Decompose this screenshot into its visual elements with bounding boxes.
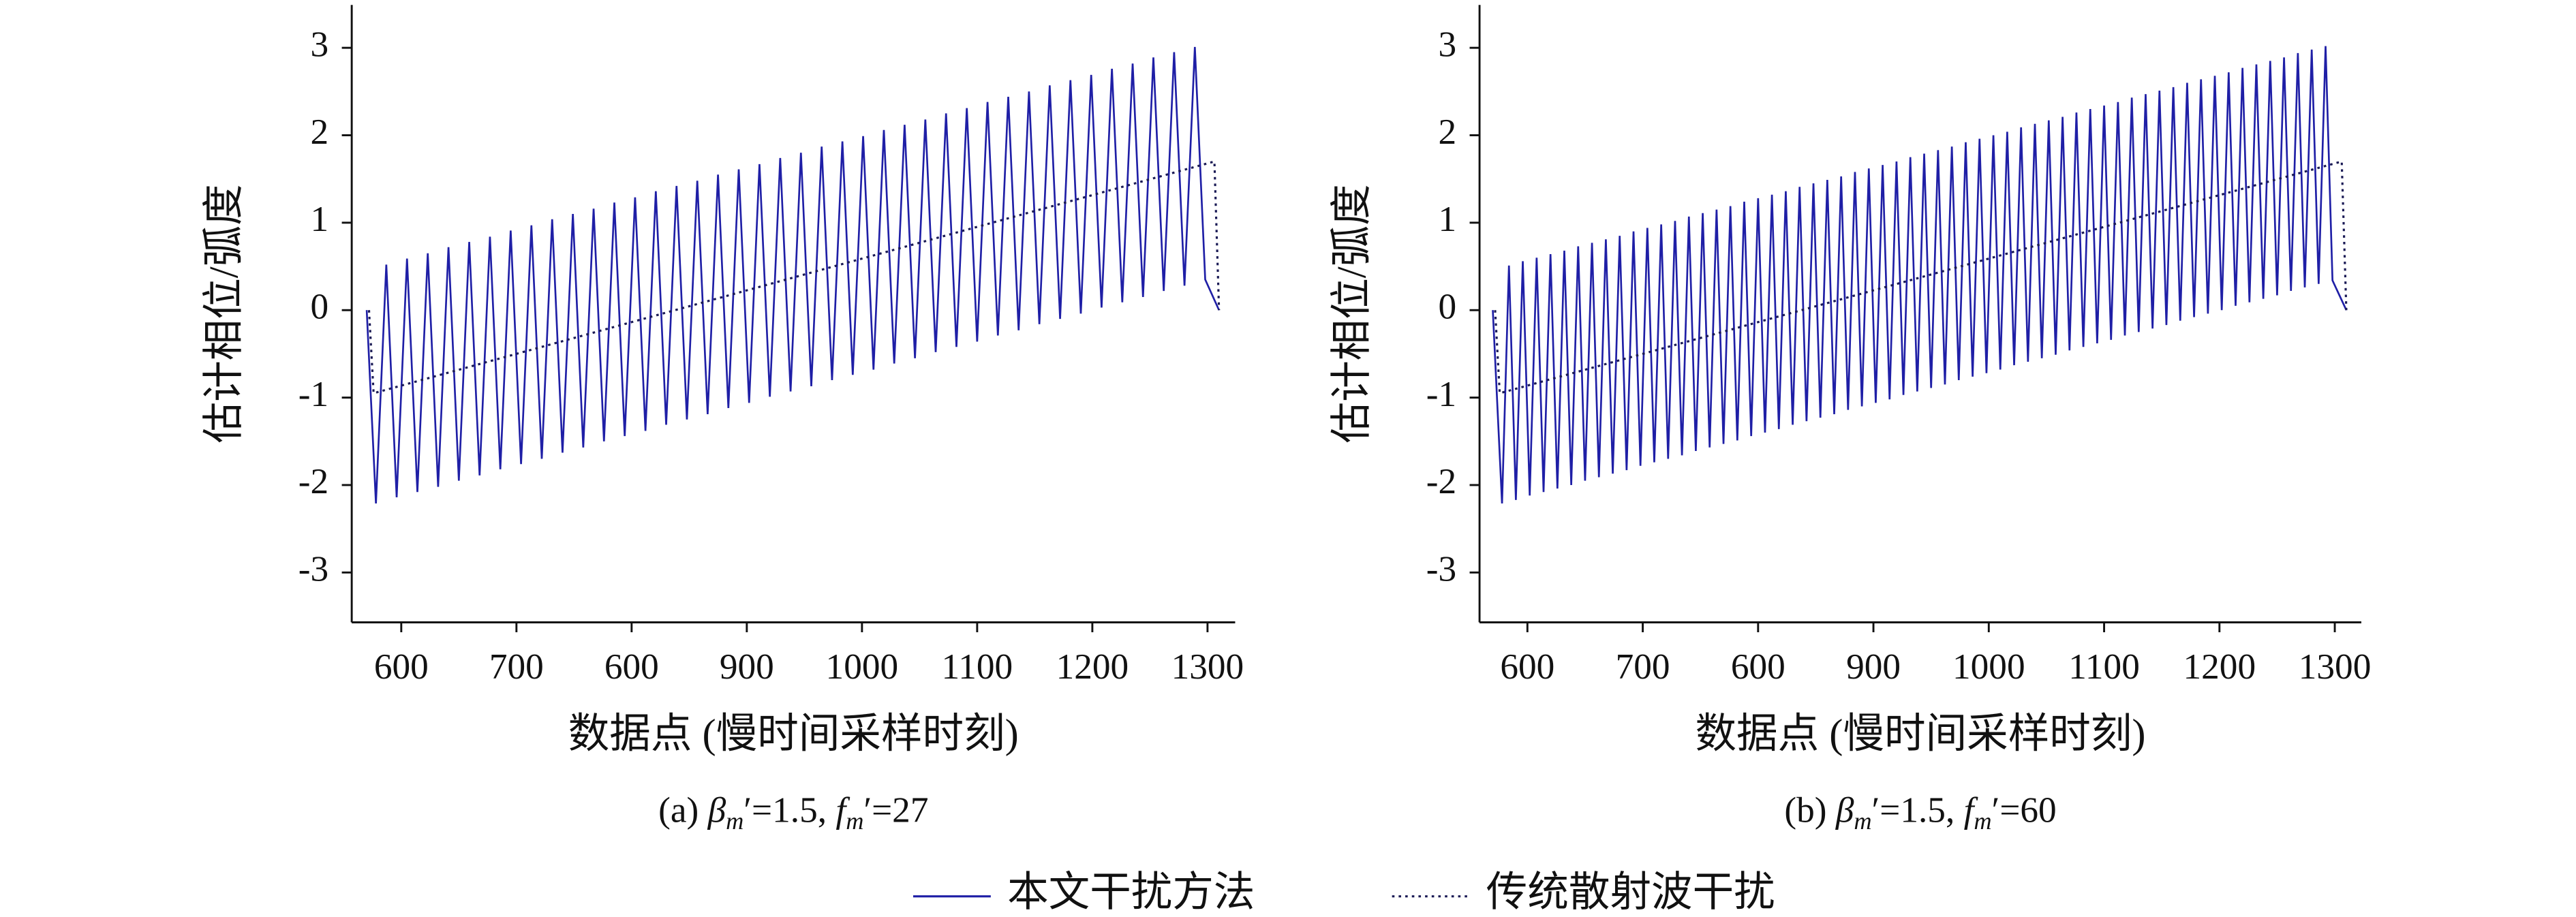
data-line — [365, 46, 1221, 503]
y-tick-label: 2 — [311, 112, 329, 152]
x-axis-label: 数据点 (慢时间采样时刻) — [568, 711, 1019, 757]
caption-part: ′=60 — [1992, 790, 2057, 830]
y-tick-label: 1 — [311, 199, 329, 239]
x-tick-label: 900 — [720, 647, 774, 687]
y-tick-label: 0 — [1438, 286, 1456, 326]
y-tick-label: 2 — [1438, 112, 1456, 152]
x-tick-label: 600 — [1731, 647, 1785, 687]
caption-part: ′=1.5, — [743, 790, 835, 830]
y-tick-label: -1 — [298, 374, 328, 414]
legend-label: 本文干扰方法 — [1007, 870, 1255, 916]
x-tick-label: 700 — [489, 647, 544, 687]
x-tick-label: 1100 — [2068, 647, 2140, 687]
y-tick-label: 3 — [311, 24, 329, 64]
data-line — [1494, 159, 2348, 395]
y-tick-label: 0 — [311, 286, 329, 326]
y-tick-label: -3 — [1426, 549, 1456, 589]
x-tick-label: 1000 — [826, 647, 899, 687]
data-line — [1492, 46, 2348, 503]
caption-part: m — [846, 807, 863, 835]
caption-part: (b) — [1784, 790, 1835, 830]
caption: (a) βm′=1.5, fm′=27 — [658, 790, 928, 835]
caption-part: ′=1.5, — [1872, 790, 1964, 830]
caption-part: β — [1835, 790, 1854, 830]
y-axis-label: 估计相位/弧度 — [201, 184, 247, 443]
y-axis-label: 估计相位/弧度 — [1329, 184, 1375, 443]
x-axis-label: 数据点 (慢时间采样时刻) — [1695, 711, 2145, 757]
caption-part: m — [726, 807, 743, 835]
y-tick-label: 1 — [1438, 199, 1456, 239]
y-tick-label: -2 — [298, 461, 328, 501]
x-tick-label: 700 — [1616, 647, 1670, 687]
caption-part: β — [707, 790, 726, 830]
legend-label: 传统散射波干扰 — [1486, 870, 1775, 916]
x-tick-label: 1200 — [1056, 647, 1129, 687]
x-tick-label: 1300 — [2299, 647, 2372, 687]
x-tick-label: 1100 — [942, 647, 1013, 687]
x-tick-label: 1000 — [1952, 647, 2025, 687]
caption-part: (a) — [658, 790, 707, 830]
x-tick-label: 600 — [1500, 647, 1554, 687]
y-tick-label: 3 — [1438, 24, 1456, 64]
caption-part: m — [1974, 807, 1991, 835]
x-tick-label: 600 — [374, 647, 429, 687]
caption-part: ′=27 — [863, 790, 928, 830]
data-line — [367, 159, 1221, 395]
x-tick-label: 900 — [1846, 647, 1901, 687]
x-tick-label: 1300 — [1171, 647, 1244, 687]
y-tick-label: -2 — [1426, 461, 1456, 501]
y-tick-label: -1 — [1426, 374, 1456, 414]
y-tick-label: -3 — [298, 549, 328, 589]
caption-part: m — [1854, 807, 1871, 835]
x-tick-label: 600 — [604, 647, 659, 687]
caption: (b) βm′=1.5, fm′=60 — [1784, 790, 2056, 835]
x-tick-label: 1200 — [2183, 647, 2256, 687]
